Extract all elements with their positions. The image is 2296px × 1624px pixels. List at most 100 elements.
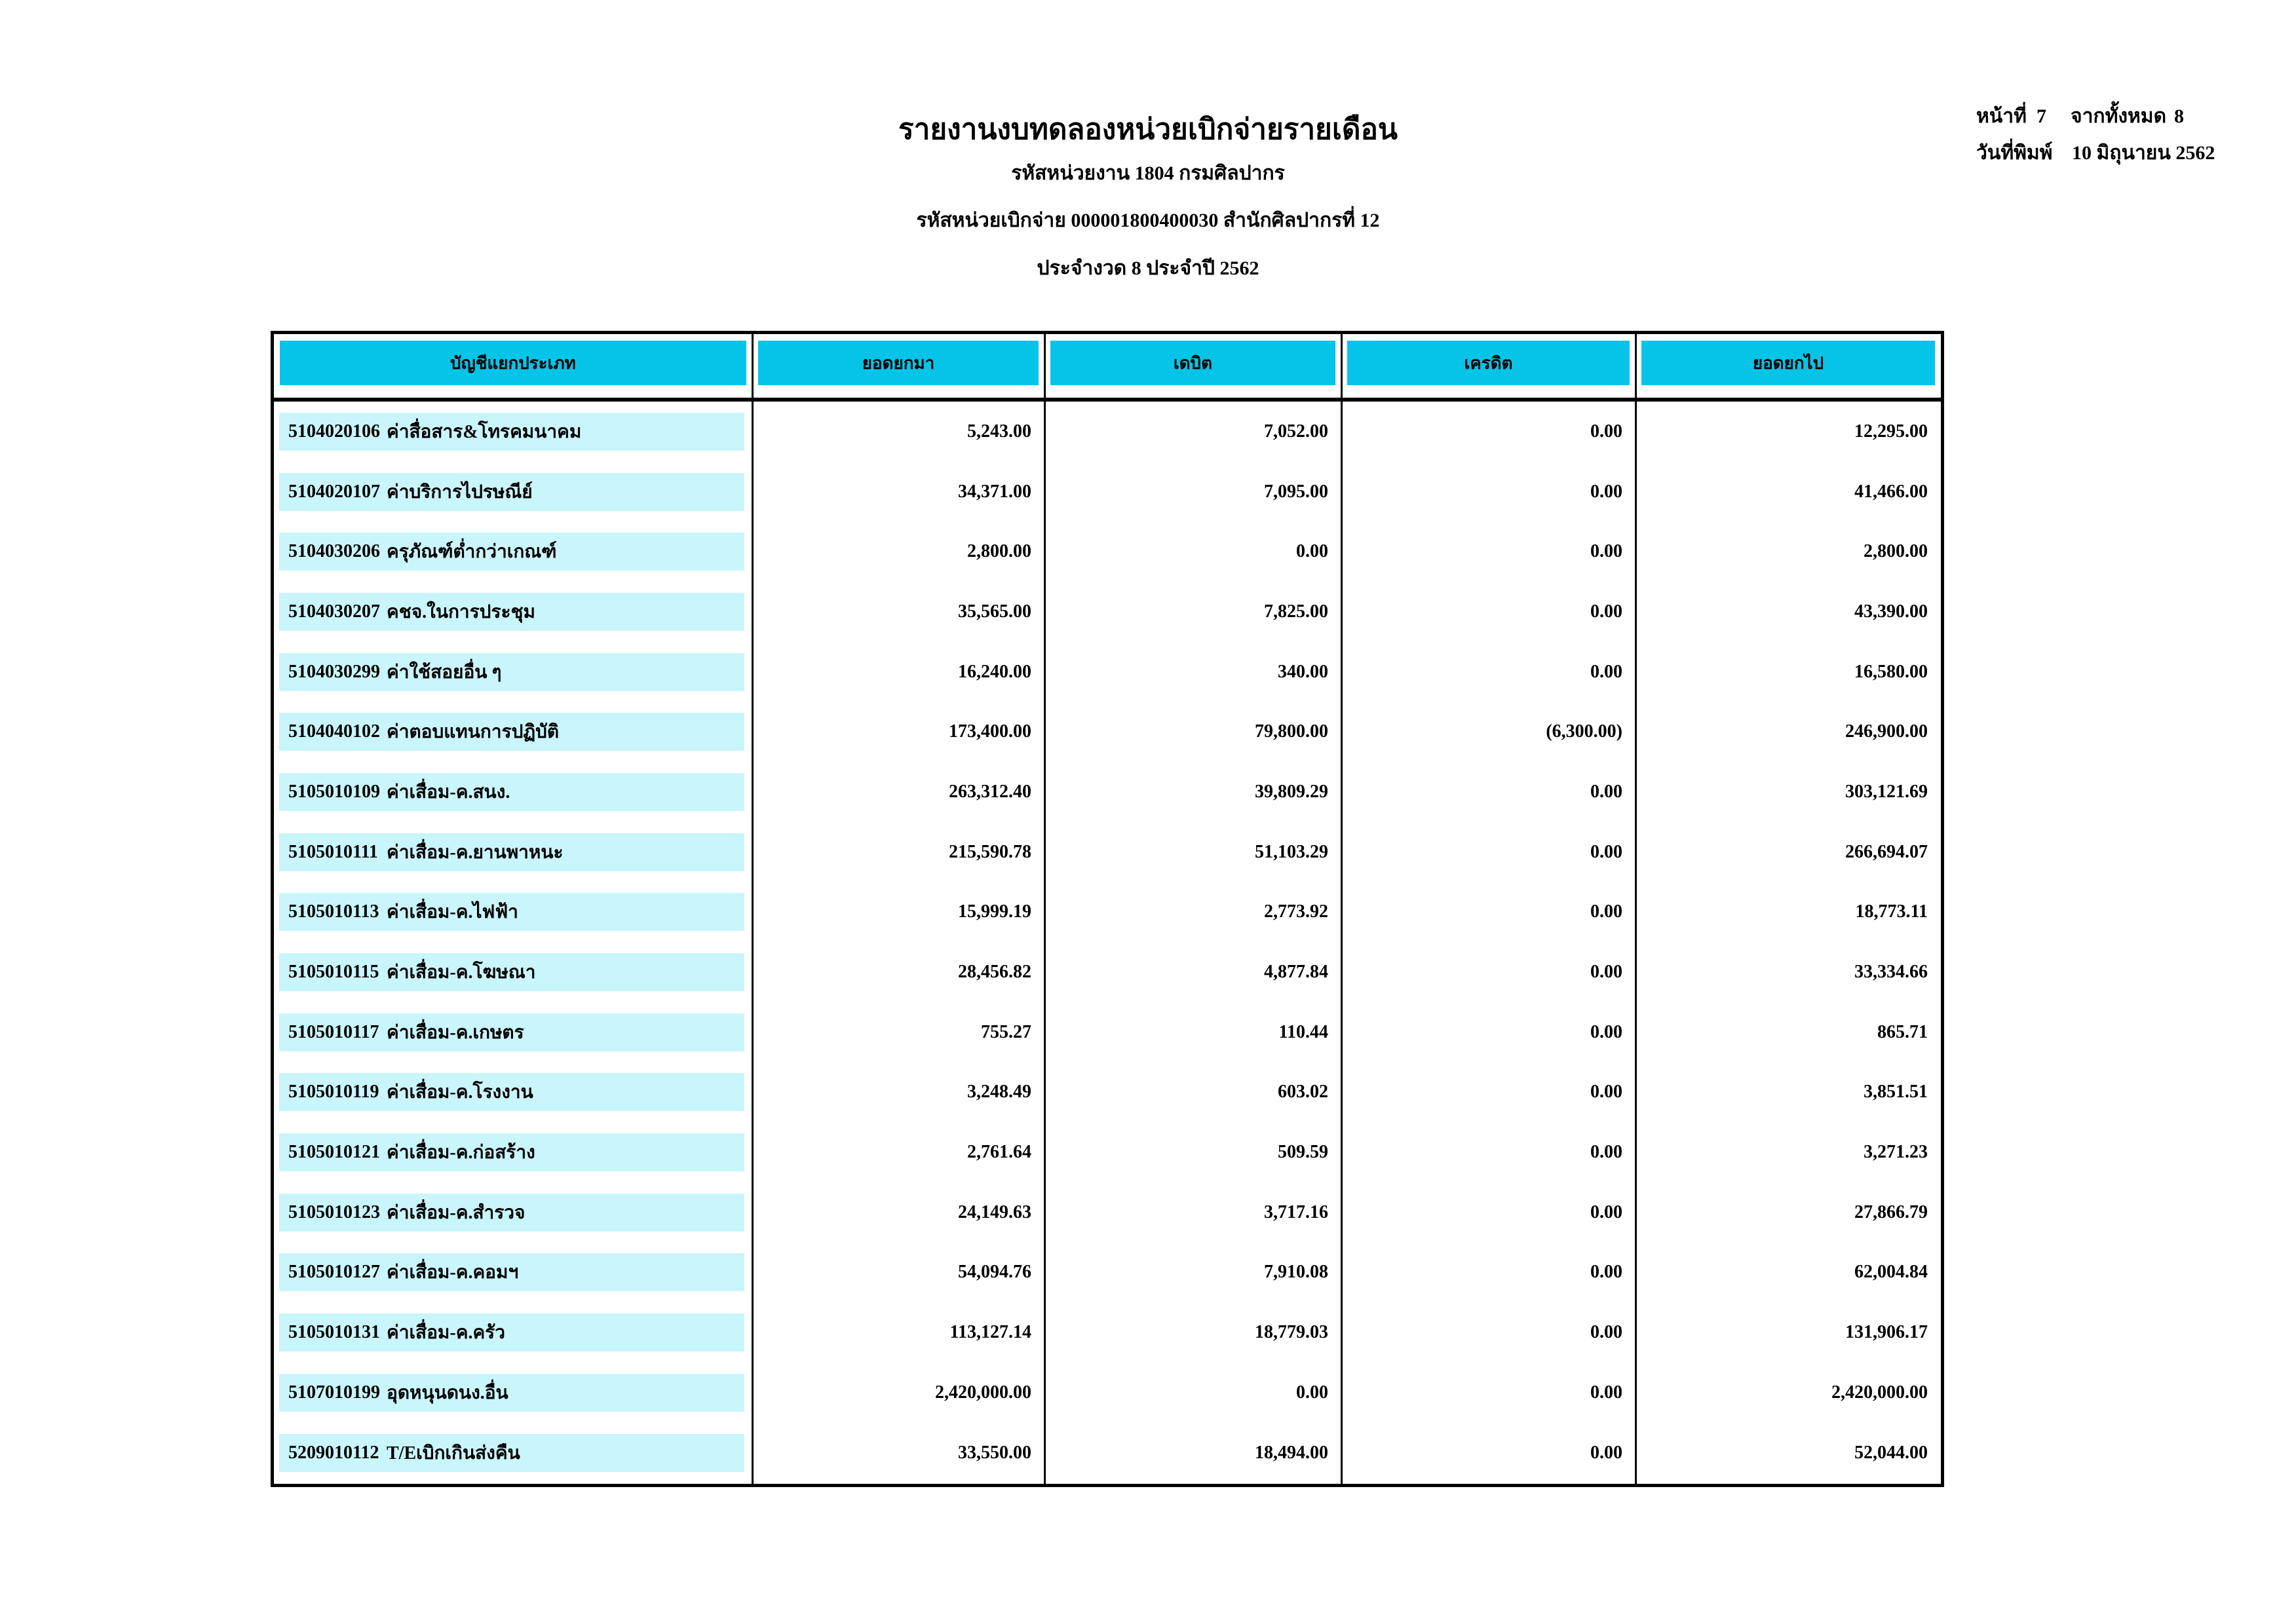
debit-value: 51,103.29: [1255, 841, 1328, 862]
debit-value: 110.44: [1278, 1021, 1328, 1042]
print-date-value: 10 มิถุนายน 2562: [2072, 142, 2215, 164]
balance-value: 43,390.00: [1854, 601, 1928, 622]
debit-value: 340.00: [1278, 661, 1328, 682]
balance-value: 2,420,000.00: [1831, 1382, 1928, 1403]
account-name: ค่าเสื่อม-ค.สำรวจ: [387, 1202, 526, 1223]
trial-balance-table: บัญชีแยกประเภท ยอดยกมา เดบิต เครดิต ยอดย…: [271, 331, 1944, 1487]
column-divider: [1044, 334, 1046, 1484]
account-cell: 5105010123 ค่าเสื่อม-ค.สำรวจ: [274, 1182, 752, 1243]
credit-value: 0.00: [1590, 1442, 1622, 1463]
table-row: 5104030206 ครุภัณฑ์ต่ำกว่าเกณฑ์ 2,800.00…: [274, 521, 1941, 582]
debit-value: 603.02: [1278, 1082, 1328, 1103]
account-code: 5104020106: [288, 421, 380, 442]
account-code: 5105010111: [288, 841, 378, 862]
account-code: 5105010117: [288, 1021, 379, 1042]
column-divider: [752, 334, 754, 1484]
carry-forward-value: 54,094.76: [958, 1262, 1031, 1283]
account-code: 5105010115: [288, 962, 379, 983]
credit-value: 0.00: [1590, 1021, 1622, 1042]
balance-value: 246,900.00: [1845, 721, 1928, 742]
account-name: ครุภัณฑ์ต่ำกว่าเกณฑ์: [387, 542, 557, 563]
credit-value: 0.00: [1590, 962, 1622, 983]
account-highlight-band: 5105010123 ค่าเสื่อม-ค.สำรวจ: [279, 1193, 744, 1232]
debit-value: 7,095.00: [1264, 481, 1328, 502]
account-highlight-band: 5104020107 ค่าบริการไปรษณีย์: [279, 472, 744, 511]
subtitle-disbursing-unit: รหัสหน่วยเบิกจ่าย 000001800400030 สำนักศ…: [916, 210, 1380, 231]
credit-value: 0.00: [1590, 541, 1622, 562]
debit-value: 3,717.16: [1264, 1201, 1328, 1222]
account-cell: 5105010121 ค่าเสื่อม-ค.ก่อสร้าง: [274, 1122, 752, 1182]
account-name: ค่าเสื่อม-ค.ก่อสร้าง: [387, 1142, 535, 1163]
carry-forward-value: 2,420,000.00: [935, 1382, 1031, 1403]
table-row: 5104030299 ค่าใช้สอยอื่น ๆ 16,240.00 340…: [274, 642, 1941, 702]
header-label-debit: เดบิต: [1050, 341, 1335, 385]
total-pages-label: จากทั้งหมด: [2071, 105, 2167, 127]
balance-value: 12,295.00: [1854, 421, 1928, 442]
account-highlight-band: 5104020106 ค่าสื่อสาร&โทรคมนาคม: [279, 412, 744, 451]
header-label-account: บัญชีแยกประเภท: [280, 341, 746, 385]
balance-value: 62,004.84: [1854, 1262, 1928, 1283]
account-highlight-band: 5104030207 คชจ.ในการประชุม: [279, 592, 744, 631]
column-divider: [1635, 334, 1637, 1484]
header-cell-credit: เครดิต: [1341, 334, 1636, 398]
account-code: 5104030206: [288, 541, 380, 562]
table-row: 5105010121 ค่าเสื่อม-ค.ก่อสร้าง 2,761.64…: [274, 1122, 1941, 1182]
account-code: 5104030299: [288, 661, 380, 682]
balance-value: 266,694.07: [1845, 841, 1928, 862]
account-highlight-band: 5105010113 ค่าเสื่อม-ค.ไฟฟ้า: [279, 893, 744, 932]
credit-value: 0.00: [1590, 1382, 1622, 1403]
credit-value: 0.00: [1590, 1142, 1622, 1163]
table-row: 5104040102 ค่าตอบแทนการปฏิบัติ 173,400.0…: [274, 702, 1941, 762]
balance-value: 131,906.17: [1845, 1322, 1928, 1343]
balance-value: 3,851.51: [1864, 1082, 1928, 1103]
account-cell: 5104020106 ค่าสื่อสาร&โทรคมนาคม: [274, 402, 752, 462]
print-date-label: วันที่พิมพ์: [1976, 142, 2053, 164]
credit-value: 0.00: [1590, 901, 1622, 922]
account-code: 5105010131: [288, 1322, 380, 1343]
carry-forward-value: 263,312.40: [949, 781, 1031, 802]
account-name: คชจ.ในการประชุม: [387, 601, 535, 622]
debit-value: 79,800.00: [1255, 721, 1328, 742]
header-separator-line: [274, 398, 1941, 402]
carry-forward-value: 5,243.00: [967, 421, 1031, 442]
table-row: 5105010117 ค่าเสื่อม-ค.เกษตร 755.27 110.…: [274, 1002, 1941, 1063]
table-row: 5105010109 ค่าเสื่อม-ค.สนง. 263,312.40 3…: [274, 762, 1941, 822]
header-label-credit: เครดิต: [1347, 341, 1630, 385]
account-cell: 5209010112 T/Eเบิกเกินส่งคืน: [274, 1423, 752, 1483]
balance-value: 16,580.00: [1854, 661, 1928, 682]
credit-value: 0.00: [1590, 781, 1622, 802]
carry-forward-value: 33,550.00: [958, 1442, 1031, 1463]
account-name: T/Eเบิกเกินส่งคืน: [387, 1443, 520, 1463]
account-cell: 5104020107 ค่าบริการไปรษณีย์: [274, 462, 752, 522]
page-number-label: หน้าที่: [1976, 105, 2027, 127]
account-code: 5104040102: [288, 721, 380, 742]
account-cell: 5105010109 ค่าเสื่อม-ค.สนง.: [274, 762, 752, 822]
carry-forward-value: 28,456.82: [958, 962, 1031, 983]
account-name: ค่าเสื่อม-ค.เกษตร: [387, 1022, 524, 1043]
account-name: อุดหนุนดนง.อื่น: [387, 1382, 508, 1403]
account-cell: 5104040102 ค่าตอบแทนการปฏิบัติ: [274, 702, 752, 762]
account-name: ค่าเสื่อม-ค.โฆษณา: [387, 962, 536, 983]
carry-forward-value: 15,999.19: [958, 901, 1031, 922]
column-divider: [1341, 334, 1343, 1484]
table-body: 5104020106 ค่าสื่อสาร&โทรคมนาคม 5,243.00…: [274, 402, 1941, 1484]
account-cell: 5107010199 อุดหนุนดนง.อื่น: [274, 1363, 752, 1423]
account-name: ค่าเสื่อม-ค.ครัว: [387, 1323, 505, 1344]
credit-value: 0.00: [1590, 1322, 1622, 1343]
account-highlight-band: 5105010115 ค่าเสื่อม-ค.โฆษณา: [279, 953, 744, 992]
credit-value: 0.00: [1590, 1082, 1622, 1103]
credit-value: (6,300.00): [1546, 721, 1622, 742]
account-highlight-band: 5107010199 อุดหนุนดนง.อื่น: [279, 1373, 744, 1412]
credit-value: 0.00: [1590, 481, 1622, 502]
table-row: 5105010113 ค่าเสื่อม-ค.ไฟฟ้า 15,999.19 2…: [274, 882, 1941, 943]
header-label-carry-forward: ยอดยกมา: [758, 341, 1039, 385]
page-number-value: 7: [2037, 105, 2046, 127]
debit-value: 4,877.84: [1264, 962, 1328, 983]
table-row: 5209010112 T/Eเบิกเกินส่งคืน 33,550.00 1…: [274, 1423, 1941, 1483]
account-highlight-band: 5104030299 ค่าใช้สอยอื่น ๆ: [279, 652, 744, 691]
account-cell: 5105010117 ค่าเสื่อม-ค.เกษตร: [274, 1002, 752, 1063]
header-cell-balance: ยอดยกไป: [1636, 334, 1941, 398]
account-highlight-band: 5105010109 ค่าเสื่อม-ค.สนง.: [279, 772, 744, 811]
balance-value: 303,121.69: [1845, 781, 1928, 802]
credit-value: 0.00: [1590, 1262, 1622, 1283]
